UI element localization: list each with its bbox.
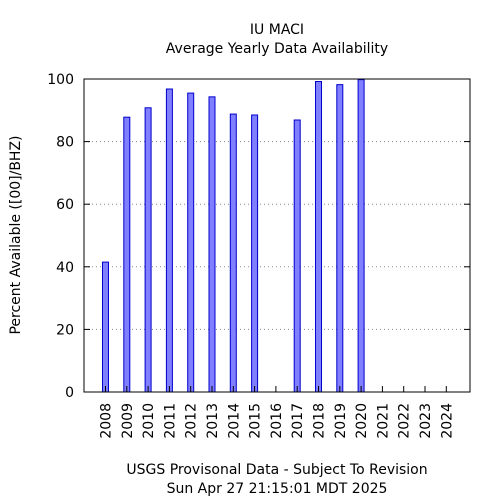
y-tick-label: 80	[56, 135, 74, 151]
y-tick-label: 100	[47, 72, 74, 88]
x-tick-label: 2013	[205, 403, 221, 439]
x-tick-label: 2023	[418, 403, 434, 439]
bar-2013	[208, 96, 216, 393]
x-tick-label: 2018	[312, 403, 328, 439]
y-tick-label: 0	[65, 385, 74, 401]
bar-2008	[102, 261, 109, 393]
x-tick-label: 2017	[290, 403, 306, 439]
chart-timestamp: Sun Apr 27 21:15:01 MDT 2025	[167, 481, 388, 497]
x-tick-label: 2020	[354, 403, 370, 439]
y-axis-label: Percent Available ([00]/BHZ)	[8, 135, 24, 334]
bar-2019	[336, 84, 344, 393]
x-tick-label: 2019	[333, 403, 349, 439]
bar-2014	[229, 113, 237, 393]
x-tick-label: 2015	[248, 403, 264, 439]
x-tick-label: 2012	[184, 403, 200, 439]
x-tick-label: 2024	[439, 403, 455, 439]
x-tick-label: 2009	[120, 403, 136, 439]
plot-frame	[83, 78, 471, 393]
bar-2011	[165, 88, 173, 393]
bar-2015	[251, 114, 259, 393]
x-tick-label: 2010	[141, 403, 157, 439]
bar-2018	[315, 81, 322, 393]
x-axis-ticks: 2008 2009 2010 2011 2012 2013 2014 2015 2016 2017…	[99, 386, 455, 439]
bar-2009	[123, 116, 131, 393]
x-tick-label: 2008	[99, 403, 115, 439]
y-tick-label: 40	[56, 260, 74, 276]
bar-2012	[187, 92, 195, 393]
chart-title: IU MACI	[250, 22, 304, 38]
x-tick-label: 2011	[162, 403, 178, 439]
x-tick-label: 2021	[375, 403, 391, 439]
y-tick-label: 20	[56, 322, 74, 338]
bar-2020	[357, 79, 365, 393]
x-tick-label: 2022	[397, 403, 413, 439]
bar-2010	[144, 107, 152, 393]
chart-subtitle: Average Yearly Data Availability	[166, 41, 388, 57]
x-tick-label: 2014	[226, 403, 242, 439]
x-axis-label: USGS Provisonal Data - Subject To Revisi…	[126, 462, 427, 478]
bar-2017	[293, 119, 301, 393]
y-tick-label: 60	[56, 197, 74, 213]
x-tick-label: 2016	[269, 403, 285, 439]
y-axis-ticks: 0 20 40 60 80 100	[47, 72, 470, 401]
